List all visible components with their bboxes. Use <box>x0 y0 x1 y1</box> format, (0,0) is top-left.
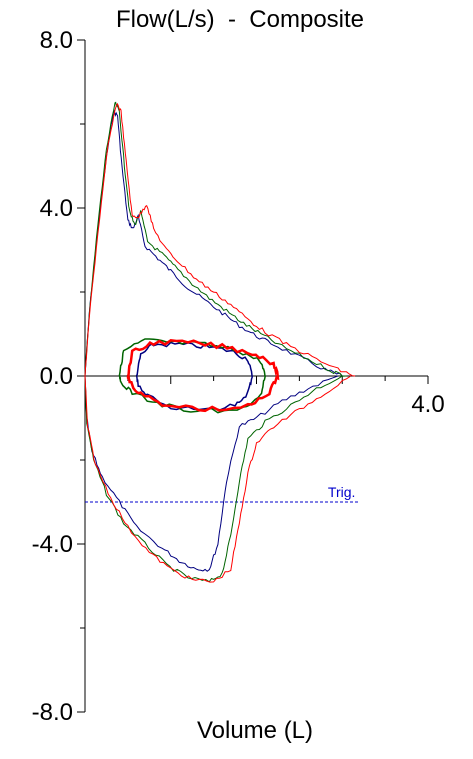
y-tick-label: 0.0 <box>40 363 73 390</box>
expiratory-curve <box>84 102 356 377</box>
series-2 <box>84 101 347 583</box>
series-3 <box>84 102 356 583</box>
series-group <box>84 101 356 583</box>
trigger-line: Trig. <box>85 484 360 503</box>
inspiratory-curve <box>84 375 339 572</box>
trigger-label: Trig. <box>328 484 355 500</box>
axes: 8.0 4.0 0.0 -4.0 -8.0 4.0 <box>32 27 445 726</box>
y-tick-label: -4.0 <box>32 531 73 558</box>
inspiratory-curve <box>84 375 352 583</box>
y-tick-label: -8.0 <box>32 699 73 726</box>
x-axis-label: Volume (L) <box>197 717 313 744</box>
tidal-loop <box>126 339 280 413</box>
chart-title: Flow(L/s) - Composite <box>116 6 364 33</box>
y-tick-label: 4.0 <box>40 195 73 222</box>
expiratory-curve <box>84 108 343 377</box>
expiratory-curve <box>84 101 347 377</box>
x-tick-label: 4.0 <box>411 391 444 418</box>
y-tick-label: 8.0 <box>40 27 73 54</box>
series-1 <box>84 108 343 572</box>
